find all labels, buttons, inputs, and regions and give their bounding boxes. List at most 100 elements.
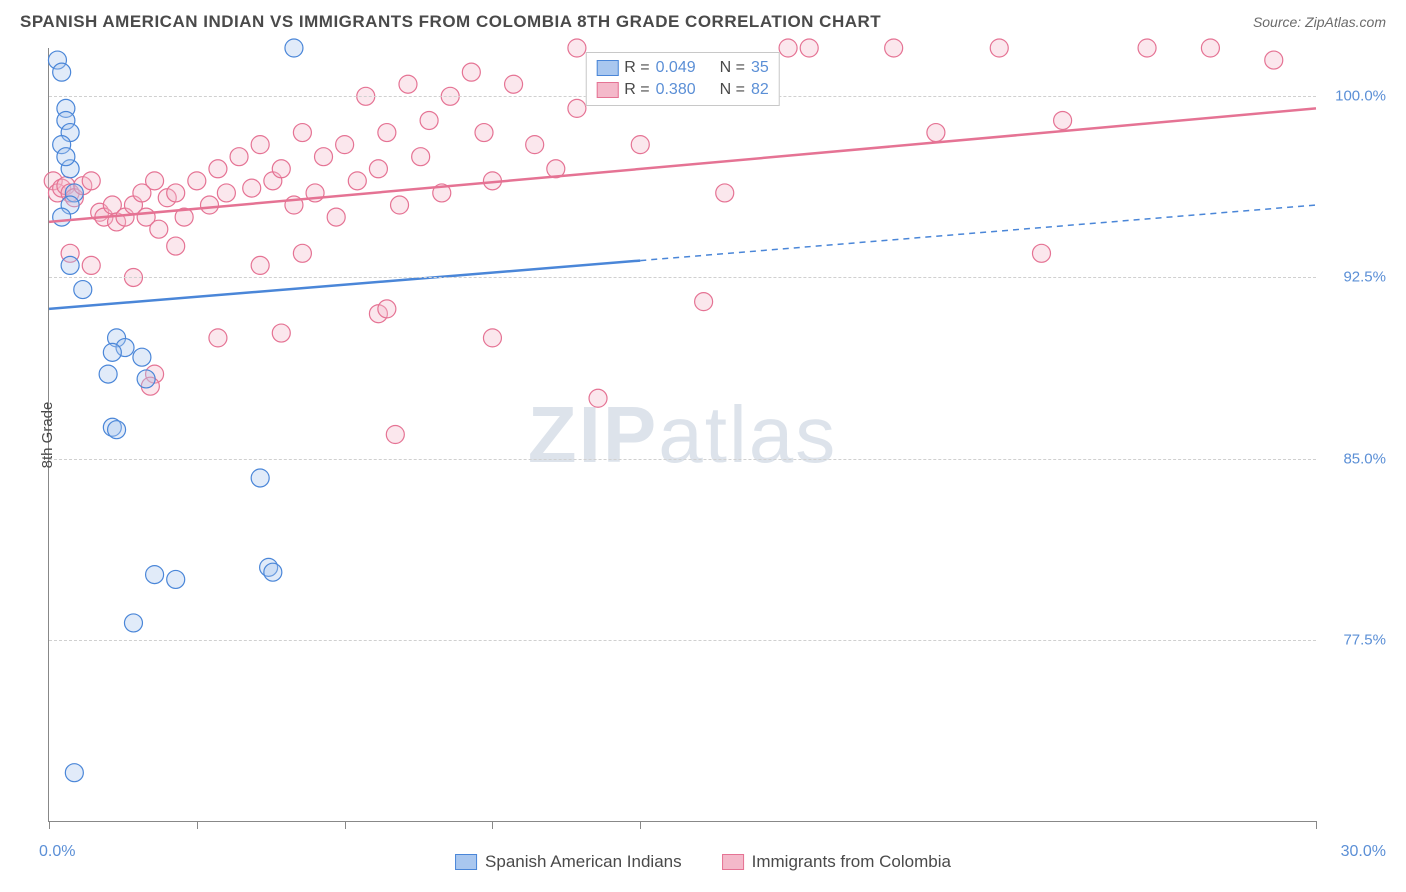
pink-point <box>293 124 311 142</box>
y-tick-label: 85.0% <box>1343 450 1386 467</box>
pink-point <box>462 63 480 81</box>
pink-point <box>167 237 185 255</box>
pink-point <box>150 220 168 238</box>
pink-point <box>716 184 734 202</box>
pink-point <box>369 160 387 178</box>
pink-point <box>348 172 366 190</box>
pink-point <box>251 136 269 154</box>
pink-point <box>1265 51 1283 69</box>
pink-point <box>568 99 586 117</box>
blue-point <box>285 39 303 57</box>
correlation-legend-row: R =0.380N =82 <box>596 79 769 101</box>
x-tick <box>640 821 641 829</box>
series-legend-label: Spanish American Indians <box>485 852 682 872</box>
legend-swatch-icon <box>455 854 477 870</box>
pink-point <box>927 124 945 142</box>
pink-point <box>885 39 903 57</box>
pink-point <box>272 324 290 342</box>
pink-point <box>315 148 333 166</box>
blue-point <box>57 148 75 166</box>
pink-point <box>399 75 417 93</box>
pink-point <box>526 136 544 154</box>
pink-point <box>391 196 409 214</box>
series-legend-label: Immigrants from Colombia <box>752 852 951 872</box>
legend-swatch-icon <box>596 60 618 76</box>
legend-swatch-icon <box>596 82 618 98</box>
series-legend: Spanish American Indians Immigrants from … <box>455 852 951 872</box>
pink-point <box>505 75 523 93</box>
pink-point <box>420 111 438 129</box>
y-tick-label: 92.5% <box>1343 269 1386 286</box>
pink-point <box>243 179 261 197</box>
pink-point <box>779 39 797 57</box>
pink-point <box>990 39 1008 57</box>
chart-plot-area: ZIPatlas 8th Grade R =0.049N =35R =0.380… <box>48 48 1316 822</box>
chart-source: Source: ZipAtlas.com <box>1253 14 1386 30</box>
x-tick <box>1316 821 1317 829</box>
legend-r-value: 0.049 <box>656 59 696 77</box>
pink-point <box>568 39 586 57</box>
pink-point <box>327 208 345 226</box>
pink-point <box>209 329 227 347</box>
pink-point <box>695 293 713 311</box>
x-tick <box>492 821 493 829</box>
pink-point <box>378 300 396 318</box>
y-tick-label: 77.5% <box>1343 631 1386 648</box>
series-legend-item: Immigrants from Colombia <box>722 852 951 872</box>
pink-point <box>188 172 206 190</box>
x-tick <box>49 821 50 829</box>
pink-point <box>1201 39 1219 57</box>
pink-point <box>82 172 100 190</box>
blue-point <box>146 566 164 584</box>
legend-n-label: N = <box>720 59 745 77</box>
y-tick-label: 100.0% <box>1335 88 1386 105</box>
x-axis-max-label: 30.0% <box>1341 843 1386 861</box>
pink-point <box>412 148 430 166</box>
gridline <box>49 277 1316 278</box>
pink-point <box>293 244 311 262</box>
gridline <box>49 459 1316 460</box>
pink-point <box>146 172 164 190</box>
legend-n-label: N = <box>720 81 745 99</box>
blue-trend-dashed <box>640 205 1316 261</box>
blue-point <box>53 208 71 226</box>
pink-point <box>378 124 396 142</box>
pink-point <box>230 148 248 166</box>
blue-point <box>264 563 282 581</box>
pink-point <box>217 184 235 202</box>
series-legend-item: Spanish American Indians <box>455 852 682 872</box>
x-tick <box>197 821 198 829</box>
blue-point <box>137 370 155 388</box>
blue-point <box>103 343 121 361</box>
x-tick <box>345 821 346 829</box>
pink-point <box>167 184 185 202</box>
pink-point <box>82 256 100 274</box>
x-axis-min-label: 0.0% <box>39 843 75 861</box>
gridline <box>49 640 1316 641</box>
blue-point <box>65 764 83 782</box>
pink-point <box>1054 111 1072 129</box>
legend-swatch-icon <box>722 854 744 870</box>
pink-point <box>475 124 493 142</box>
correlation-legend-row: R = 0.049 N = 35 <box>596 57 769 79</box>
legend-r-label: R = <box>624 59 649 77</box>
blue-point <box>133 348 151 366</box>
legend-n-value: 35 <box>751 59 769 77</box>
pink-point <box>483 329 501 347</box>
blue-point <box>99 365 117 383</box>
pink-point <box>1138 39 1156 57</box>
pink-point <box>200 196 218 214</box>
pink-point <box>589 389 607 407</box>
pink-point <box>1032 244 1050 262</box>
scatter-plot-svg <box>49 48 1316 821</box>
legend-r-value: 0.380 <box>656 81 696 99</box>
pink-point <box>251 256 269 274</box>
legend-r-label: R = <box>624 81 649 99</box>
blue-point <box>108 421 126 439</box>
pink-point <box>336 136 354 154</box>
blue-point <box>61 256 79 274</box>
pink-point <box>631 136 649 154</box>
chart-header: SPANISH AMERICAN INDIAN VS IMMIGRANTS FR… <box>0 0 1406 40</box>
pink-point <box>386 426 404 444</box>
blue-point <box>53 63 71 81</box>
